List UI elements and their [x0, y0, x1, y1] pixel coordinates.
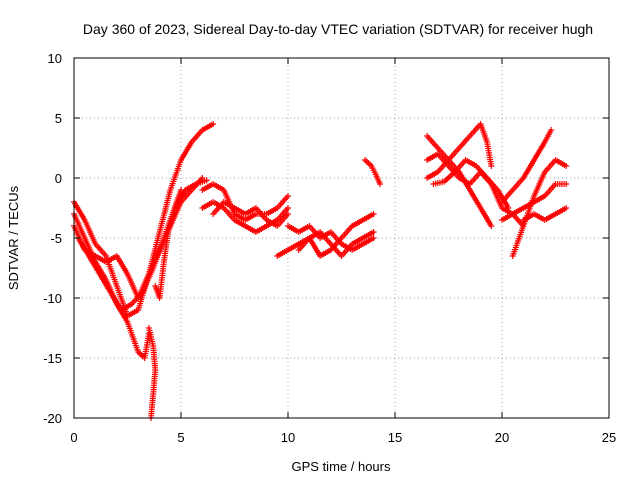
- point-markers: [509, 157, 570, 259]
- series-track-6: [152, 187, 184, 301]
- series-track-13: [362, 157, 383, 187]
- y-axis-label: SDTVAR / TECUs: [6, 185, 21, 290]
- point-markers: [71, 211, 152, 361]
- series-track-2: [71, 211, 152, 361]
- x-axis-label: GPS time / hours: [292, 459, 391, 474]
- x-tick-label: 20: [495, 430, 509, 445]
- point-markers: [499, 127, 555, 205]
- series-track-5: [145, 325, 159, 421]
- x-tick-label: 5: [177, 430, 184, 445]
- x-tick-label: 25: [602, 430, 616, 445]
- series-track-12: [295, 229, 377, 259]
- series-track-9: [210, 199, 291, 229]
- data-points: [71, 121, 570, 421]
- series-track-19: [509, 157, 570, 259]
- y-tick-label: -10: [43, 291, 62, 306]
- point-markers: [362, 157, 383, 187]
- point-markers: [145, 325, 159, 421]
- axis-ticks: 0 5 10 15 20 25 -20 -15 -10 -5 0 5 10: [43, 51, 616, 445]
- y-tick-label: -20: [43, 411, 62, 426]
- point-markers: [499, 181, 570, 223]
- y-tick-label: -15: [43, 351, 62, 366]
- series-track-20: [499, 181, 570, 223]
- point-markers: [152, 187, 184, 301]
- y-tick-label: 5: [55, 111, 62, 126]
- x-tick-label: 0: [70, 430, 77, 445]
- series-track-18: [499, 127, 555, 205]
- series-track-21: [520, 205, 570, 223]
- y-tick-label: 10: [48, 51, 62, 66]
- x-tick-label: 10: [281, 430, 295, 445]
- point-markers: [210, 199, 291, 229]
- chart-title: Day 360 of 2023, Sidereal Day-to-day VTE…: [83, 21, 593, 37]
- y-tick-label: -5: [50, 231, 62, 246]
- x-tick-label: 15: [388, 430, 402, 445]
- point-markers: [520, 205, 570, 223]
- point-markers: [295, 229, 377, 259]
- gridlines: [74, 58, 609, 418]
- y-tick-label: 0: [55, 171, 62, 186]
